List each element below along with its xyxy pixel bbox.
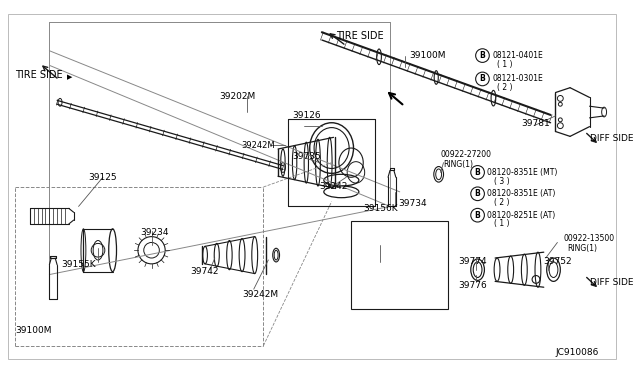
Text: DIFF SIDE: DIFF SIDE: [591, 278, 634, 287]
Text: 08120-8251E (AT): 08120-8251E (AT): [487, 211, 556, 220]
Bar: [351, 221, 449, 309]
Text: 39100M: 39100M: [15, 326, 52, 334]
Text: 08120-8351E (MT): 08120-8351E (MT): [487, 168, 557, 177]
Text: TIRE SIDE: TIRE SIDE: [337, 31, 384, 41]
Text: ( 2 ): ( 2 ): [497, 83, 513, 92]
Text: B: B: [479, 51, 485, 60]
Text: 39781: 39781: [522, 119, 550, 128]
Text: ( 1 ): ( 1 ): [497, 60, 513, 69]
Text: RING(1): RING(1): [444, 160, 474, 169]
Text: 39126: 39126: [292, 112, 321, 121]
Text: 39156K: 39156K: [364, 204, 398, 213]
Text: B: B: [475, 189, 481, 198]
Text: TIRE SIDE: TIRE SIDE: [15, 70, 63, 80]
Text: B: B: [475, 168, 481, 177]
Text: 08121-0301E: 08121-0301E: [492, 74, 543, 83]
Text: 00922-13500: 00922-13500: [563, 234, 614, 243]
Text: 39774: 39774: [458, 257, 487, 266]
Text: 08120-8351E (AT): 08120-8351E (AT): [487, 189, 556, 198]
Text: 39734: 39734: [398, 199, 426, 208]
Text: 00922-27200: 00922-27200: [440, 150, 492, 159]
Text: B: B: [479, 74, 485, 83]
Text: B: B: [475, 211, 481, 220]
Text: 39242M: 39242M: [241, 141, 275, 150]
Text: ( 1 ): ( 1 ): [494, 219, 509, 228]
Text: 39100M: 39100M: [410, 51, 446, 60]
Text: ▶: ▶: [67, 74, 72, 80]
Text: ( 3 ): ( 3 ): [494, 177, 510, 186]
Text: DIFF SIDE: DIFF SIDE: [591, 134, 634, 143]
Text: ( 2 ): ( 2 ): [494, 198, 509, 207]
Text: 39742: 39742: [191, 267, 219, 276]
Text: 39155K: 39155K: [61, 260, 95, 269]
Text: 39202M: 39202M: [220, 92, 256, 101]
Text: 39234: 39234: [140, 228, 168, 237]
Text: 39125: 39125: [88, 173, 117, 182]
Text: 39752: 39752: [544, 257, 572, 266]
Text: 39242M: 39242M: [242, 289, 278, 299]
Text: 39242: 39242: [319, 183, 348, 192]
Text: 39776: 39776: [458, 281, 487, 290]
Text: 39735: 39735: [292, 152, 321, 161]
Text: 08121-0401E: 08121-0401E: [492, 51, 543, 60]
Text: RING(1): RING(1): [567, 244, 597, 253]
Text: JC910086: JC910086: [556, 348, 599, 357]
